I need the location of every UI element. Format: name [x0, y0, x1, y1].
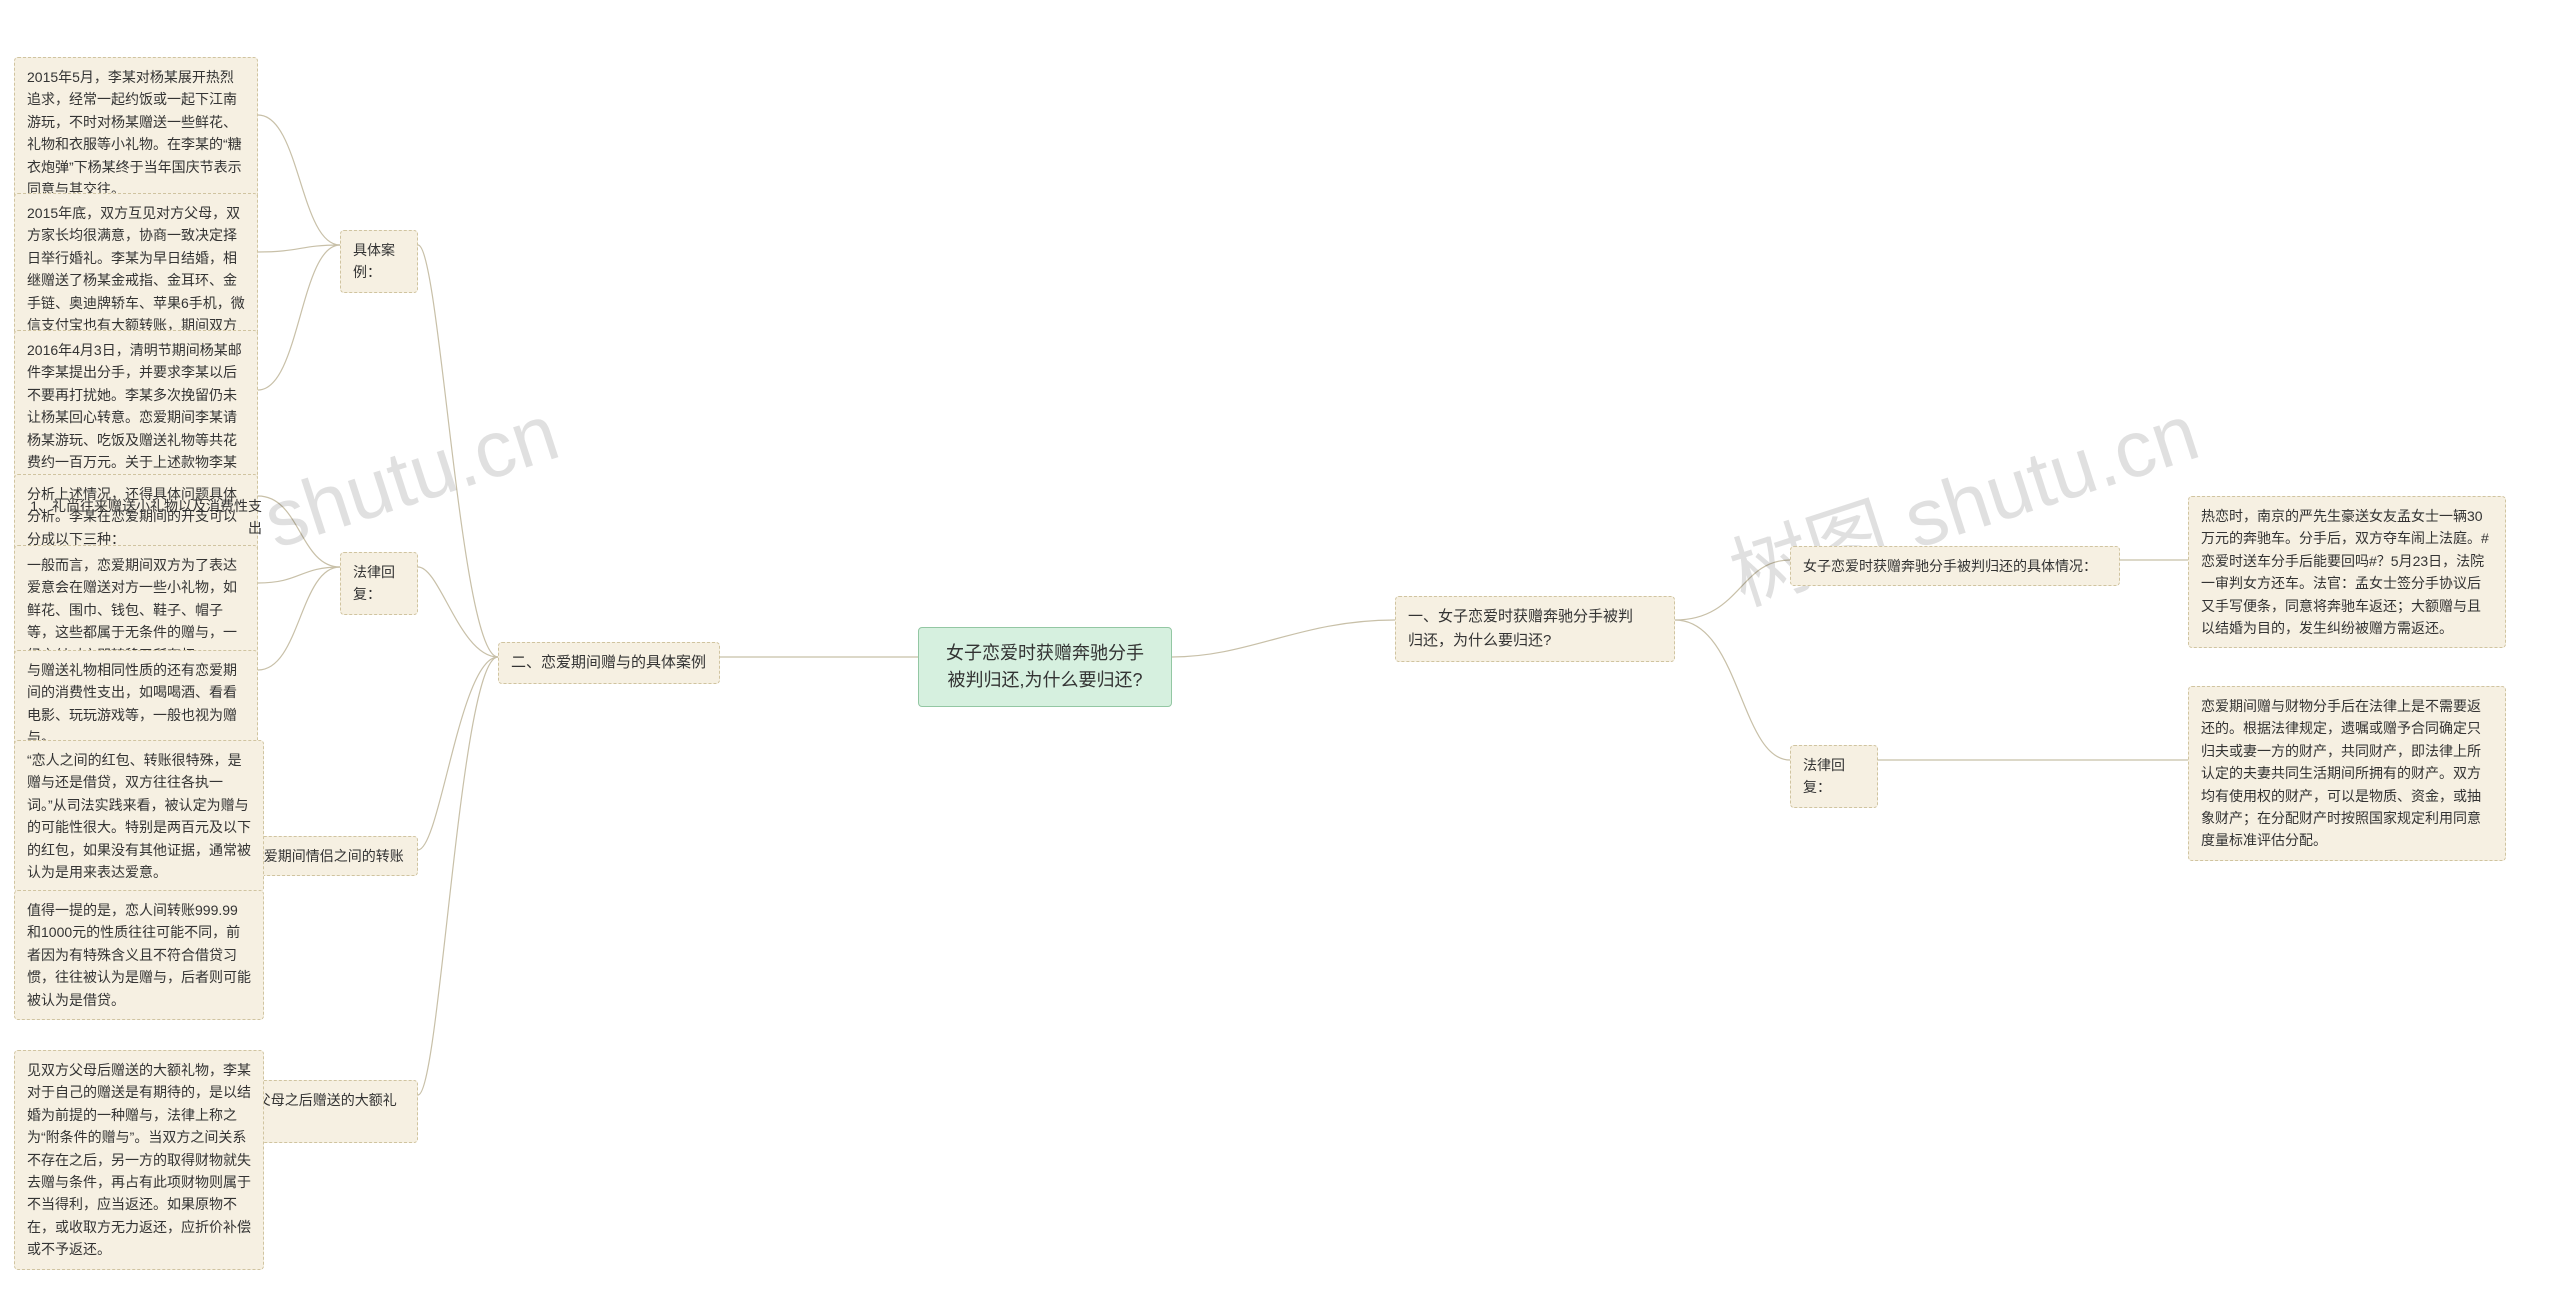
root-node: 女子恋爱时获赠奔驰分手 被判归还,为什么要归还?	[918, 627, 1172, 707]
node-case-item-0: 2015年5月，李某对杨某展开热烈追求，经常一起约饭或一起下江南游玩，不时对杨某…	[14, 57, 258, 209]
node-case-label: 具体案例：	[340, 230, 418, 293]
node-left-legal-label: 法律回复：	[340, 552, 418, 615]
node-type2-detail-0: “恋人之间的红包、转账很特殊，是赠与还是借贷，双方往往各执一词。”从司法实践来看…	[14, 740, 264, 892]
node-type2-detail-1: 值得一提的是，恋人间转账999.99和1000元的性质往往可能不同，前者因为有特…	[14, 890, 264, 1020]
node-type3-detail: 见双方父母后赠送的大额礼物，李某对于自己的赠送是有期待的，是以结婚为前提的一种赠…	[14, 1050, 264, 1270]
watermark-right: 树图 shutu.cn	[1714, 368, 2211, 628]
branch-1-line2: 归还，为什么要归还?	[1408, 632, 1551, 649]
branch-1-line1: 一、女子恋爱时获赠奔驰分手被判	[1408, 608, 1633, 625]
branch-2: 二、恋爱期间赠与的具体案例	[498, 642, 720, 684]
node-right-legal-label: 法律回复：	[1790, 745, 1878, 808]
root-line1: 女子恋爱时获赠奔驰分手	[946, 643, 1144, 663]
branch-1: 一、女子恋爱时获赠奔驰分手被判 归还，为什么要归还?	[1395, 596, 1675, 662]
node-right-legal-detail: 恋爱期间赠与财物分手后在法律上是不需要返还的。根据法律规定，遗嘱或赠予合同确定只…	[2188, 686, 2506, 861]
root-line2: 被判归还,为什么要归还?	[947, 670, 1142, 690]
node-situation-detail: 热恋时，南京的严先生豪送女友孟女士一辆30万元的奔驰车。分手后，双方夺车闹上法庭…	[2188, 496, 2506, 648]
node-type1-label: 1、礼尚往来赠送小礼物以及消费性支出	[14, 487, 274, 548]
node-situation-label: 女子恋爱时获赠奔驰分手被判归还的具体情况：	[1790, 546, 2120, 586]
